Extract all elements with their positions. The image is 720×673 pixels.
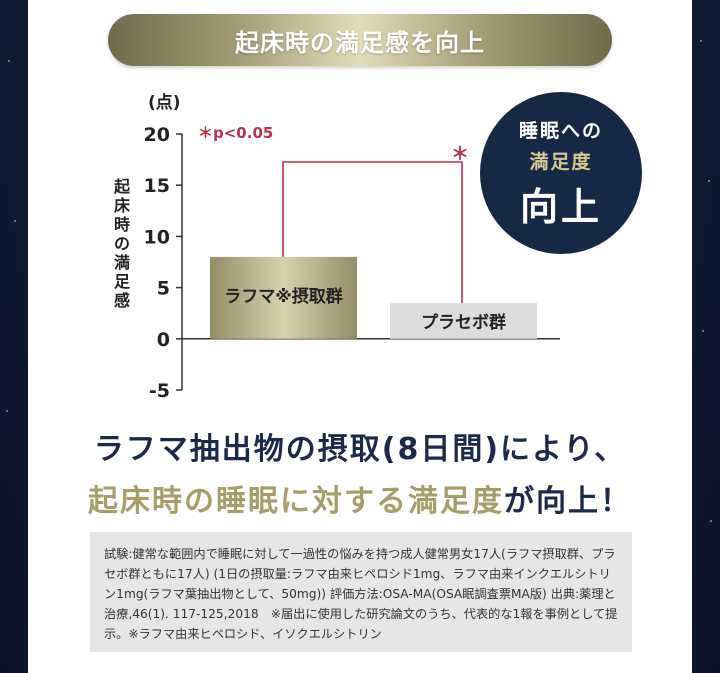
y-axis-label-char: 感: [114, 291, 130, 310]
page-title: 起床時の満足感を向上: [235, 28, 485, 57]
y-tick-label: 0: [157, 329, 170, 351]
y-axis-label-char: 時: [114, 215, 130, 234]
star: [6, 410, 8, 412]
y-tick-label: 10: [144, 226, 170, 248]
star: [710, 520, 712, 522]
headline-line-2: 起床時の睡眠に対する満足度が向上！: [0, 476, 720, 520]
significance-legend: ＊p<0.05: [198, 124, 273, 142]
y-unit-label: (点): [148, 92, 181, 113]
significance-bracket: [282, 161, 463, 303]
improvement-badge: 睡眠への 満足度 向上: [480, 92, 642, 254]
star: [8, 60, 10, 62]
y-axis-label-char: 満: [114, 253, 130, 272]
star: [702, 330, 704, 332]
placebo-bar-label: プラセボ群: [421, 312, 506, 333]
y-axis-label-char: 床: [114, 196, 131, 215]
star: [708, 180, 710, 182]
study-footnote: 試験:健常な範囲内で睡眠に対して一過性の悩みを持つ成人健常男女17人(ラフマ摂取…: [90, 532, 632, 652]
treatment-bar-label: ラフマ※摂取群: [224, 286, 343, 307]
headline-rest: が向上！: [504, 484, 632, 519]
y-axis-label-char: 起: [113, 177, 131, 196]
headline-highlight: 起床時の睡眠に対する満足度: [88, 484, 504, 519]
treatment-bar: [210, 256, 357, 339]
star: [14, 220, 16, 222]
significance-star: ＊: [451, 144, 469, 165]
y-tick-label: 15: [144, 175, 170, 197]
star: [700, 40, 702, 42]
y-tick-label: 20: [144, 124, 170, 146]
headline-line-1: ラフマ抽出物の摂取(8日間)により、: [93, 432, 627, 467]
badge-line-1: 睡眠への: [518, 119, 603, 142]
placebo-bar: [390, 302, 537, 339]
badge-line-3: 向上: [519, 184, 602, 229]
y-tick-label: -5: [149, 380, 170, 402]
badge-line-2: 満足度: [529, 150, 593, 173]
y-axis-label-char: 足: [114, 272, 131, 291]
y-axis-label-char: の: [114, 234, 130, 253]
y-tick-label: 5: [157, 278, 170, 300]
title-banner: 起床時の満足感を向上: [108, 14, 612, 66]
